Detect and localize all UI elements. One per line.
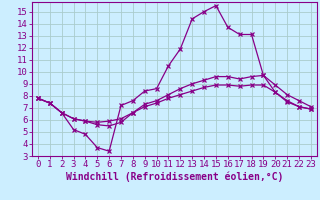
- X-axis label: Windchill (Refroidissement éolien,°C): Windchill (Refroidissement éolien,°C): [66, 172, 283, 182]
